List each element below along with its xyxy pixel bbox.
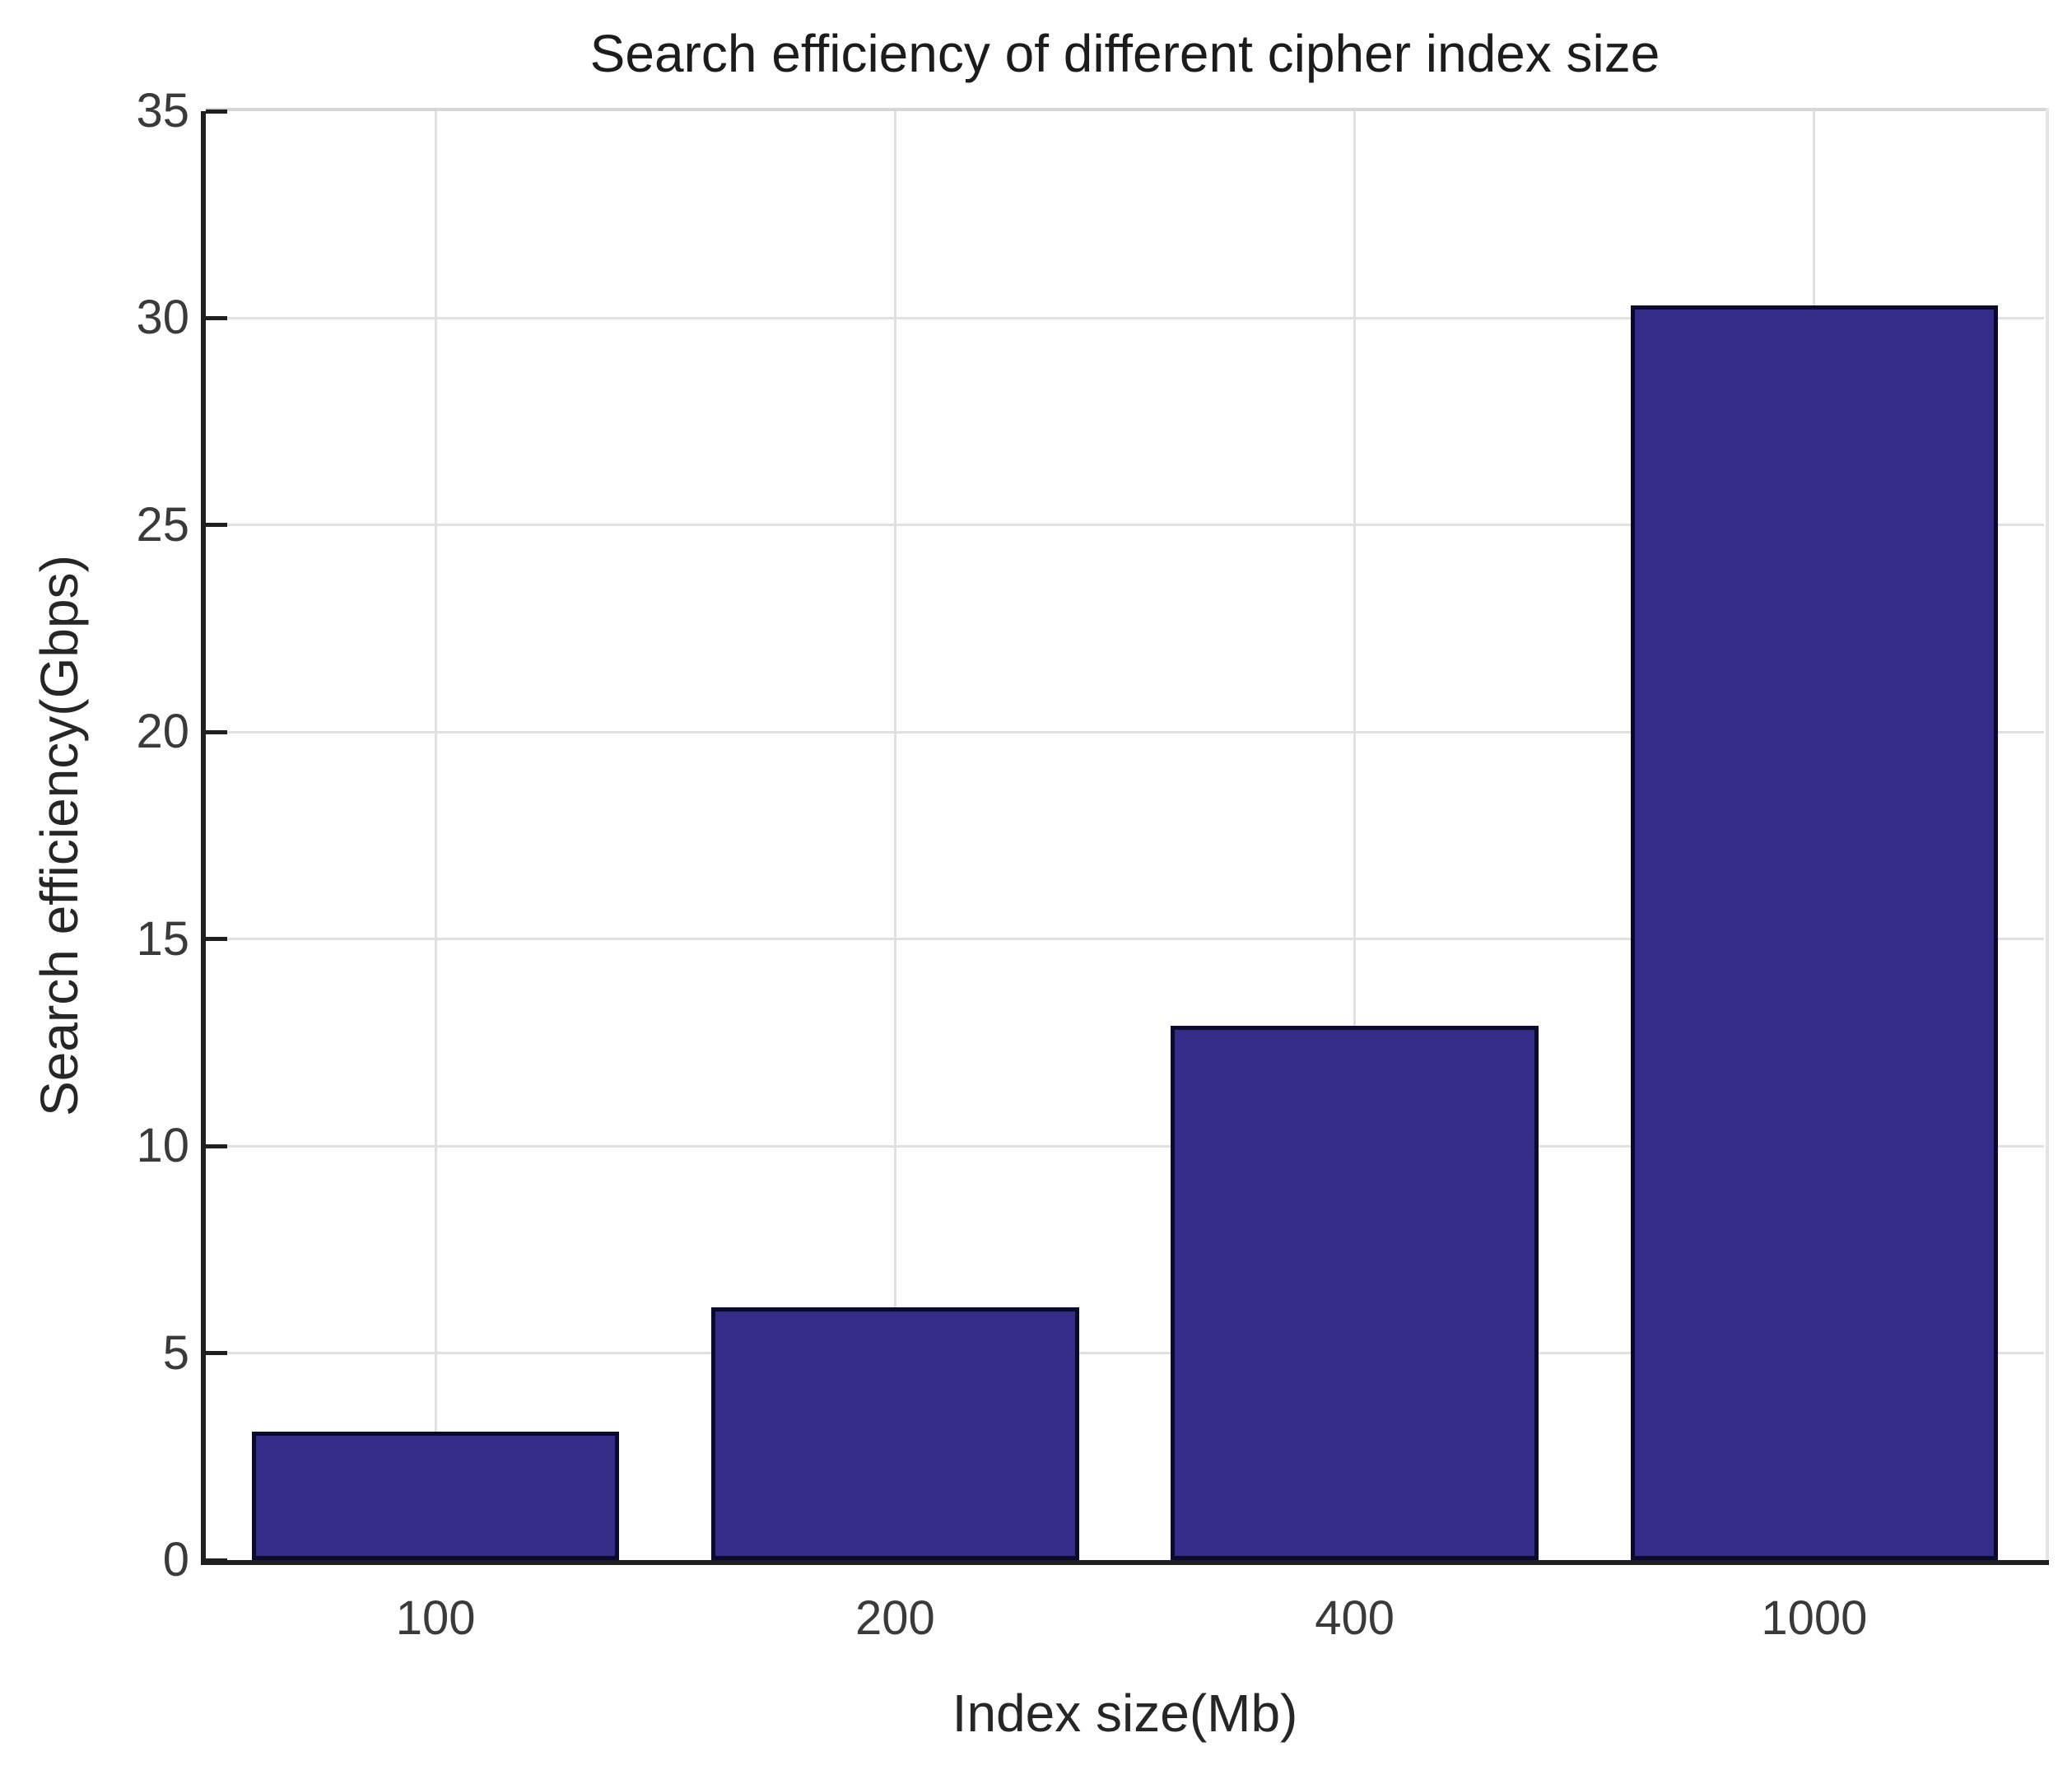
x-tick-label: 200 bbox=[854, 1591, 935, 1645]
y-tick-mark bbox=[206, 1558, 227, 1563]
gridline-horizontal bbox=[206, 730, 2044, 734]
y-tick-label: 0 bbox=[162, 1533, 189, 1586]
gridline-vertical bbox=[1353, 111, 1357, 1560]
y-tick-mark bbox=[206, 937, 227, 942]
x-axis-line bbox=[201, 1560, 2049, 1565]
y-tick-label: 35 bbox=[136, 84, 189, 137]
y-tick-label: 5 bbox=[162, 1325, 189, 1380]
gridline-vertical bbox=[434, 111, 437, 1560]
y-tick-mark bbox=[206, 1144, 227, 1148]
x-tick-label: 100 bbox=[395, 1591, 476, 1645]
gridline-horizontal bbox=[206, 1144, 2044, 1148]
y-tick-mark bbox=[206, 109, 227, 114]
x-axis-label: Index size(Mb) bbox=[952, 1684, 1298, 1743]
bar-200 bbox=[711, 1307, 1079, 1560]
plot-area bbox=[206, 111, 2044, 1560]
y-tick-mark bbox=[206, 1351, 227, 1356]
x-tick-label: 1000 bbox=[1761, 1591, 1868, 1645]
chart-title: Search efficiency of different cipher in… bbox=[589, 24, 1660, 83]
y-tick-label: 20 bbox=[136, 705, 189, 759]
gridline-horizontal bbox=[206, 938, 2044, 941]
x-tick-label: 400 bbox=[1315, 1591, 1395, 1645]
y-tick-label: 30 bbox=[136, 291, 189, 345]
y-tick-mark bbox=[206, 523, 227, 528]
plot-top-border bbox=[206, 108, 2049, 111]
bar-400 bbox=[1171, 1026, 1539, 1560]
gridline-horizontal bbox=[206, 524, 2044, 527]
bar-1000 bbox=[1630, 305, 1999, 1560]
y-axis-label: Search efficiency(Gbps) bbox=[30, 555, 89, 1116]
y-tick-mark bbox=[206, 315, 227, 320]
plot-right-border bbox=[2046, 108, 2049, 1560]
y-tick-mark bbox=[206, 729, 227, 734]
gridline-horizontal bbox=[206, 316, 2044, 319]
bar-100 bbox=[251, 1432, 620, 1560]
y-tick-label: 15 bbox=[136, 911, 189, 966]
gridline-vertical bbox=[893, 111, 896, 1560]
y-tick-label: 10 bbox=[136, 1119, 189, 1173]
gridline-horizontal bbox=[206, 1352, 2044, 1355]
y-tick-label: 25 bbox=[136, 497, 189, 552]
y-axis-line bbox=[201, 111, 206, 1565]
